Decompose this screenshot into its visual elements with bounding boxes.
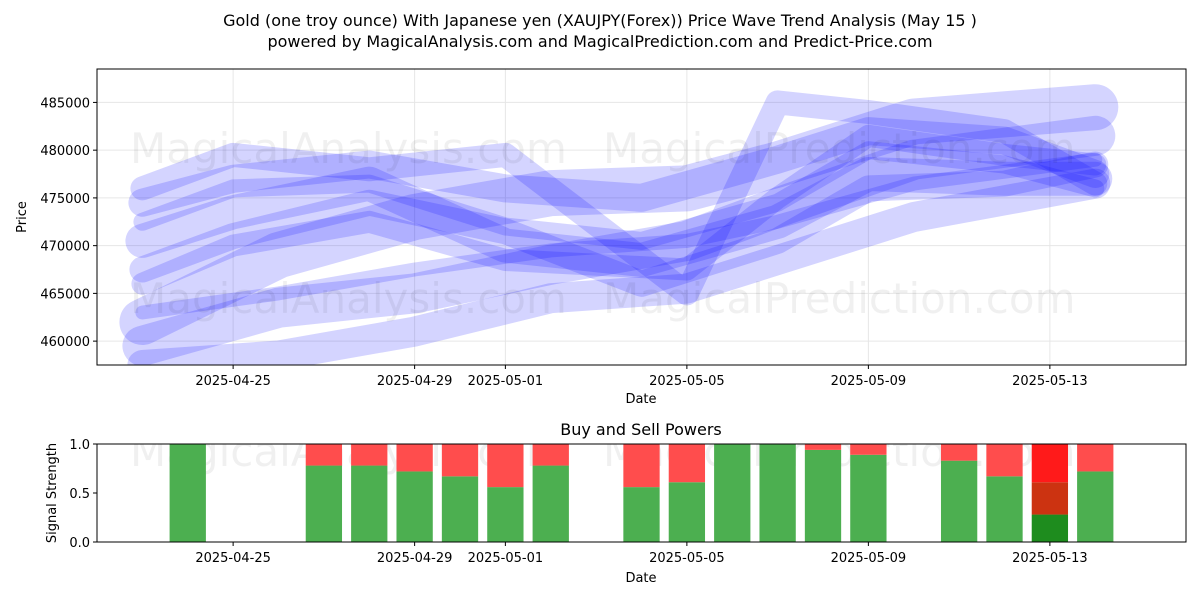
watermark-analysis-bottom: MagicalAnalysis.com [130, 274, 567, 323]
bar-sell [305, 444, 343, 466]
price-chart-axes: MagicalAnalysis.com MagicalPrediction.co… [15, 68, 1187, 407]
wave-line-7 [130, 90, 1108, 306]
wave-line-3 [127, 168, 1111, 365]
price-x-axis-label: Date [625, 392, 656, 407]
wave-line-5 [128, 117, 1110, 217]
bar-buy [623, 487, 660, 542]
bar-strong-buy [1031, 514, 1069, 542]
bar-buy [1077, 471, 1114, 542]
bar-sell [396, 444, 433, 472]
price-grid [97, 69, 1186, 365]
bar-sell [532, 444, 569, 466]
bar-sell [668, 444, 706, 483]
bar-buy [305, 465, 343, 542]
buy-sell-x-tick-label: 2025-05-01 [468, 551, 544, 566]
figure-subtitle: powered by MagicalAnalysis.com and Magic… [267, 32, 932, 51]
price-x-tick-label: 2025-05-13 [1012, 374, 1088, 389]
bar-buy [668, 482, 706, 542]
wave-line-8 [125, 157, 1113, 277]
price-x-ticks: 2025-04-25 2025-04-29 2025-05-01 2025-05-05… [195, 365, 1088, 389]
buy-sell-x-ticks: 2025-04-25 2025-04-29 2025-05-01 2025-05-05… [195, 542, 1088, 566]
wave-line-9 [129, 151, 1109, 297]
buy-sell-x-tick-label: 2025-04-25 [195, 551, 271, 566]
price-x-tick-label: 2025-05-01 [468, 374, 544, 389]
price-y-tick-label: 465000 [40, 287, 90, 302]
bar-sell [441, 444, 479, 477]
bar-buy [396, 471, 433, 542]
bar-buy [714, 444, 751, 542]
bar-sell [1077, 444, 1114, 472]
bar-buy [351, 465, 388, 542]
watermark-analysis-top: MagicalAnalysis.com [130, 124, 567, 173]
wave-line-6 [133, 141, 1105, 250]
bar-buy [986, 476, 1023, 542]
bar-sell [940, 444, 978, 461]
bar-strong-sell [1031, 444, 1069, 483]
bar-sell [623, 444, 660, 488]
watermark-prediction-bottom: MagicalPrediction.com [603, 274, 1076, 323]
buy-sell-y-tick-label: 0.0 [69, 536, 90, 551]
bar-sell [986, 444, 1023, 477]
wave-line-10 [135, 152, 1103, 320]
watermark-prediction-top: MagicalPrediction.com [603, 124, 1076, 173]
bar-sell [487, 444, 524, 488]
bar-buy [169, 444, 206, 542]
price-y-tick-label: 480000 [40, 144, 90, 159]
bar-buy [804, 449, 842, 542]
price-y-tick-label: 470000 [40, 240, 90, 255]
buy-sell-chart-axes: Buy and Sell Powers MagicalAnalysis.com … [45, 420, 1187, 586]
price-x-tick-label: 2025-05-09 [831, 374, 907, 389]
bar-sell [804, 444, 842, 450]
bar-buy [759, 444, 796, 542]
price-waves [119, 84, 1119, 365]
buy-sell-y-tick-label: 0.5 [69, 487, 90, 502]
wave-line-1 [119, 84, 1119, 345]
price-x-tick-label: 2025-04-29 [377, 374, 453, 389]
bar-mixed [1031, 482, 1069, 515]
buy-sell-x-tick-label: 2025-05-13 [1012, 551, 1088, 566]
wave-line-2 [122, 115, 1116, 365]
buy-sell-title: Buy and Sell Powers [560, 420, 722, 439]
buy-sell-y-ticks: 0.0 0.5 1.0 [69, 438, 97, 551]
bar-buy [487, 487, 524, 542]
price-x-tick-label: 2025-05-05 [649, 374, 725, 389]
price-watermarks: MagicalAnalysis.com MagicalPrediction.co… [130, 124, 1076, 323]
buy-sell-x-axis-label: Date [625, 571, 656, 586]
bar-sell [351, 444, 388, 466]
price-x-tick-label: 2025-04-25 [195, 374, 271, 389]
bar-buy [850, 454, 887, 542]
bar-buy [532, 465, 569, 542]
price-plot-frame [96, 68, 1187, 366]
buy-sell-y-axis-label: Signal Strength [45, 443, 60, 543]
buy-sell-x-tick-label: 2025-05-09 [831, 551, 907, 566]
figure-title: Gold (one troy ounce) With Japanese yen … [223, 11, 977, 30]
buy-sell-bars [169, 444, 1114, 542]
wave-line-4 [131, 124, 1107, 295]
price-y-tick-label: 460000 [40, 335, 90, 350]
price-y-axis-label: Price [15, 201, 30, 233]
buy-sell-x-tick-label: 2025-05-05 [649, 551, 725, 566]
price-y-tick-label: 475000 [40, 192, 90, 207]
price-y-ticks: 460000 465000 470000 475000 480000 485000 [40, 96, 97, 350]
bar-buy [441, 476, 479, 542]
buy-sell-x-tick-label: 2025-04-29 [377, 551, 453, 566]
buy-sell-y-tick-label: 1.0 [69, 438, 90, 453]
bar-sell [850, 444, 887, 455]
price-y-tick-label: 485000 [40, 96, 90, 111]
bar-buy [940, 460, 978, 542]
